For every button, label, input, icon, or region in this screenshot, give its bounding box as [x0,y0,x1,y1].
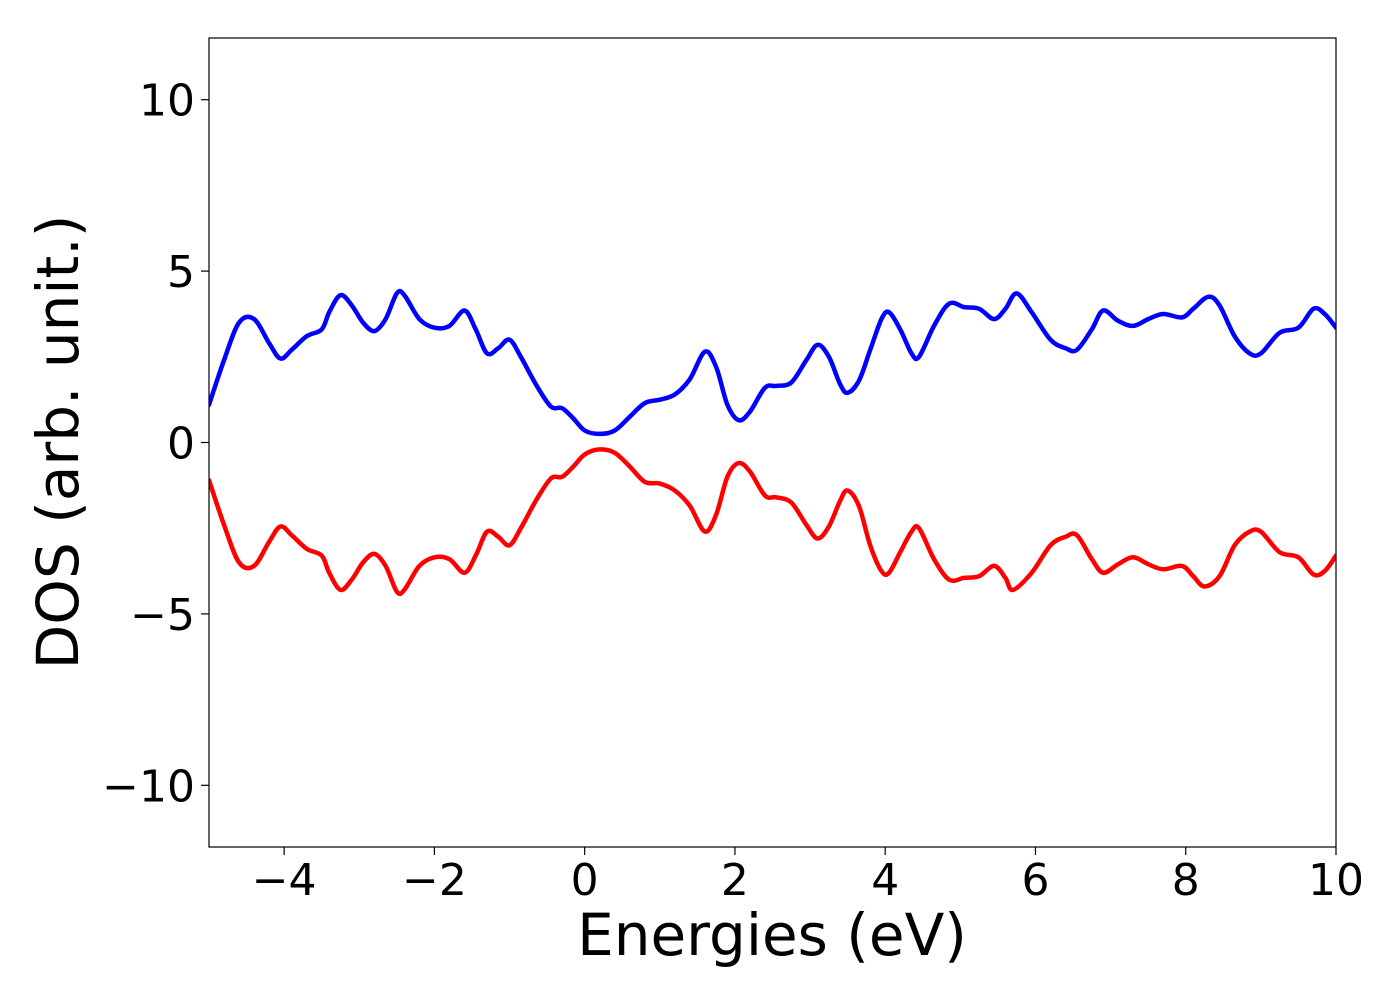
y-tick-label: 0 [167,419,195,470]
x-tick-label: 4 [871,855,899,906]
series-line-1 [209,288,1336,437]
x-tick-label: 10 [1308,855,1364,906]
x-tick-label: −4 [252,855,317,906]
y-tick-label: −5 [130,590,195,641]
x-tick-label: −2 [402,855,467,906]
series-line-2 [209,447,1336,597]
series-group [209,288,1336,597]
y-tick-label: 5 [167,247,195,298]
x-tick-label: 8 [1172,855,1200,906]
y-axis-ticks: 10 5 0 −5 −10 [102,76,209,812]
plot-area [209,38,1336,847]
y-axis-title: DOS (arb. unit.) [24,215,92,670]
x-axis-ticks: −4 −2 0 2 4 6 8 10 [252,847,1364,906]
x-tick-label: 6 [1021,855,1049,906]
y-tick-label: −10 [102,761,195,812]
y-tick-label: 10 [139,76,195,127]
x-tick-label: 2 [721,855,749,906]
x-tick-label: 0 [571,855,599,906]
x-axis-title: Energies (eV) [577,901,967,969]
